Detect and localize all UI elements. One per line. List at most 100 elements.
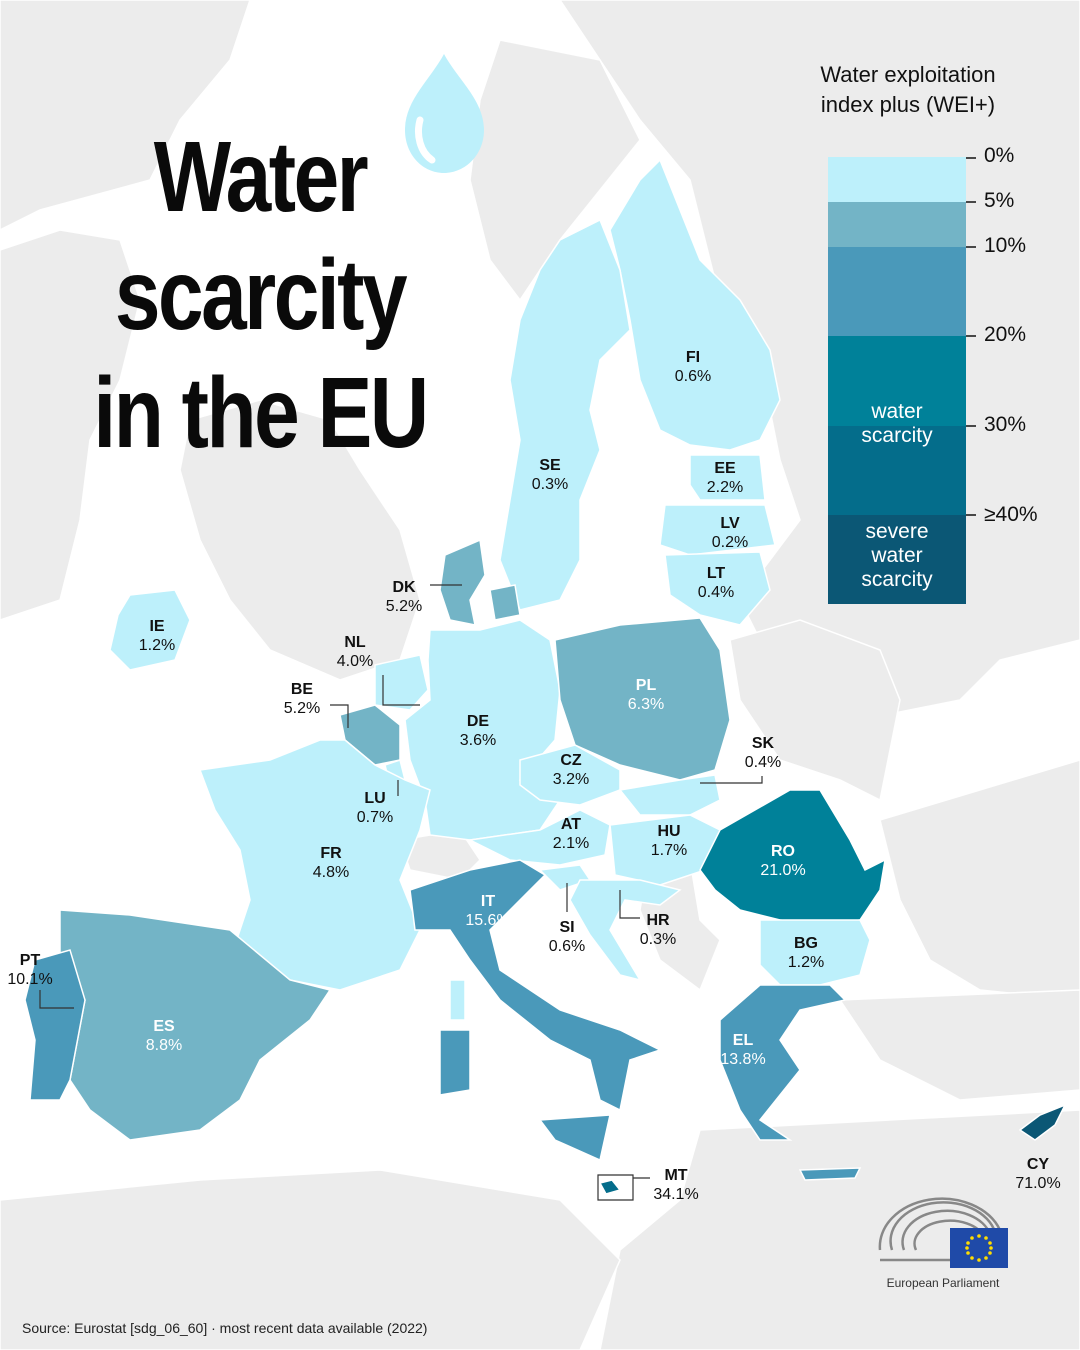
label-code: PT bbox=[19, 952, 41, 969]
label-value: 71.0% bbox=[1015, 1175, 1061, 1192]
label-value: 0.6% bbox=[674, 368, 712, 385]
label-code: LU bbox=[364, 790, 386, 807]
title-line-1: Water bbox=[153, 121, 369, 233]
legend-tick: 5% bbox=[984, 189, 1015, 212]
label-value: 0.4% bbox=[744, 754, 782, 771]
label-code: EE bbox=[714, 460, 736, 477]
label-nl: NL 4.0% bbox=[337, 633, 373, 671]
country-dk-isles bbox=[489, 584, 521, 621]
country-mt bbox=[598, 1179, 622, 1195]
legend-tick: ≥40% bbox=[984, 503, 1038, 526]
label-code: MT bbox=[664, 1167, 688, 1184]
country-it-sicily bbox=[538, 1114, 611, 1162]
label-value: 0.3% bbox=[531, 476, 569, 493]
legend-title-line-1: Water exploitation bbox=[820, 62, 996, 87]
country-el bbox=[719, 984, 847, 1141]
label-lv: LV 0.2% bbox=[712, 514, 748, 552]
page-title: Water scarcity in the EU bbox=[80, 118, 441, 472]
label-value: 0.3% bbox=[639, 931, 677, 948]
label-code: IE bbox=[149, 618, 165, 635]
label-code: DE bbox=[466, 713, 490, 730]
leader-lines bbox=[39, 584, 763, 1201]
title-line-3: in the EU bbox=[93, 357, 429, 469]
label-code: SI bbox=[559, 919, 575, 936]
label-dk: DK 5.2% bbox=[386, 578, 422, 616]
label-code: CY bbox=[1026, 1156, 1050, 1173]
label-lu: LU 0.7% bbox=[357, 789, 393, 827]
label-value: 1.2% bbox=[138, 637, 176, 654]
country-it-sardinia bbox=[439, 1029, 471, 1096]
label-value: 1.2% bbox=[787, 954, 825, 971]
label-code: PL bbox=[635, 677, 657, 694]
legend-tick: 20% bbox=[984, 323, 1027, 346]
country-ro bbox=[699, 789, 886, 926]
country-el-crete bbox=[798, 1167, 862, 1181]
label-el: EL 13.8% bbox=[720, 1031, 765, 1069]
country-dk bbox=[439, 538, 486, 626]
legend-band-severe-line-1: severe bbox=[865, 520, 929, 543]
country-nl bbox=[374, 654, 429, 711]
label-code: NL bbox=[344, 634, 366, 651]
label-code: SE bbox=[539, 457, 561, 474]
label-code: AT bbox=[560, 816, 582, 833]
label-ro: RO 21.0% bbox=[760, 842, 805, 880]
country-se bbox=[499, 218, 631, 611]
label-at: AT 2.1% bbox=[553, 815, 589, 853]
country-ie bbox=[109, 589, 191, 671]
legend-tick: 10% bbox=[984, 234, 1027, 257]
label-code: ES bbox=[153, 1018, 175, 1035]
country-bg bbox=[759, 919, 871, 986]
country-lt bbox=[664, 551, 771, 626]
label-code: FI bbox=[685, 349, 701, 366]
country-fr bbox=[198, 739, 431, 991]
label-ee: EE 2.2% bbox=[707, 459, 743, 497]
label-value: 2.2% bbox=[706, 479, 744, 496]
country-fi bbox=[609, 158, 781, 451]
country-cz bbox=[519, 744, 621, 806]
label-code: LV bbox=[720, 515, 740, 532]
legend-tick: 30% bbox=[984, 413, 1027, 436]
country-fr-corsica bbox=[449, 979, 466, 1021]
label-code: DK bbox=[392, 579, 416, 596]
country-sk bbox=[618, 774, 721, 816]
label-code: SK bbox=[751, 735, 775, 752]
eu-countries bbox=[24, 158, 1067, 1195]
label-code: BG bbox=[794, 935, 818, 952]
label-de: DE 3.6% bbox=[460, 712, 496, 750]
label-value: 0.2% bbox=[711, 534, 749, 551]
label-code: RO bbox=[771, 843, 795, 860]
legend-bar bbox=[828, 157, 976, 604]
legend-band-water-scarcity: water scarcity bbox=[828, 400, 966, 448]
label-sk: SK 0.4% bbox=[745, 734, 781, 772]
label-value: 5.2% bbox=[283, 700, 321, 717]
label-mt: MT 34.1% bbox=[653, 1166, 698, 1204]
label-it: IT 15.6% bbox=[465, 892, 510, 930]
label-hr: HR 0.3% bbox=[640, 911, 676, 949]
label-es: ES 8.8% bbox=[146, 1017, 182, 1055]
legend-band-severe-line-2: water bbox=[871, 544, 923, 567]
label-value: 34.1% bbox=[653, 1186, 699, 1203]
label-code: FR bbox=[320, 845, 342, 862]
label-value: 0.4% bbox=[697, 584, 735, 601]
label-pt: PT 10.1% bbox=[7, 951, 52, 989]
country-pl bbox=[554, 617, 731, 781]
label-value: 15.6% bbox=[465, 912, 511, 929]
label-value: 5.2% bbox=[385, 598, 423, 615]
country-cy bbox=[1018, 1103, 1067, 1141]
legend-title: Water exploitation index plus (WEI+) bbox=[790, 60, 1026, 120]
country-pt bbox=[24, 949, 86, 1101]
label-bg: BG 1.2% bbox=[788, 934, 824, 972]
country-hr bbox=[569, 879, 682, 982]
european-parliament-logo-text: European Parliament bbox=[886, 1276, 1000, 1290]
label-value: 8.8% bbox=[145, 1037, 183, 1054]
label-value: 0.6% bbox=[548, 938, 586, 955]
label-value: 3.6% bbox=[459, 732, 497, 749]
country-it bbox=[409, 859, 662, 1112]
label-si: SI 0.6% bbox=[549, 918, 585, 956]
eu-flag-icon bbox=[950, 1228, 1008, 1268]
label-code: IT bbox=[480, 893, 496, 910]
title-line-2: scarcity bbox=[114, 239, 408, 351]
label-code: HR bbox=[646, 912, 670, 929]
label-se: SE 0.3% bbox=[532, 456, 568, 494]
